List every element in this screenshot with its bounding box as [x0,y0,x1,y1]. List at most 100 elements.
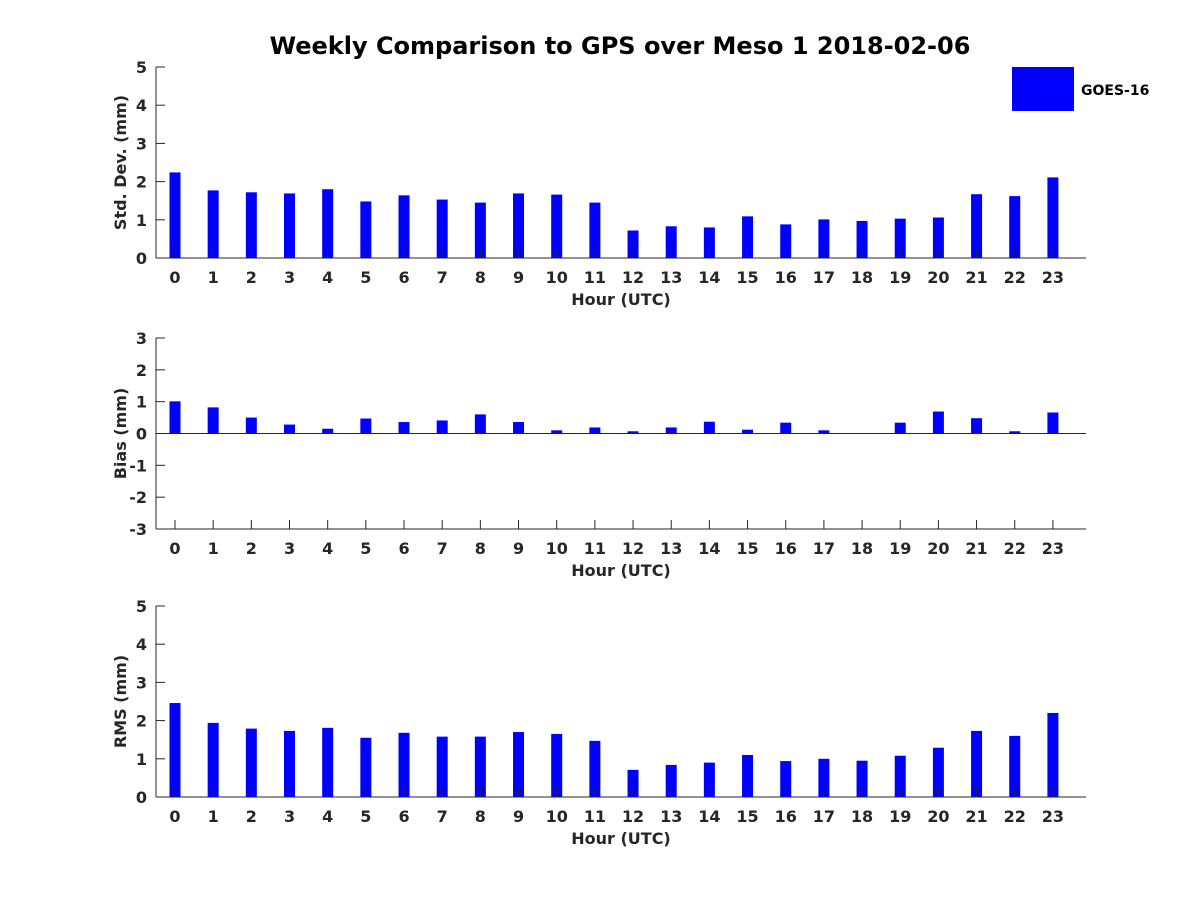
x-tick-label: 14 [698,539,720,558]
x-tick-label: 13 [660,539,682,558]
bar-hour-22 [1009,431,1021,434]
bar-hour-2 [245,728,257,797]
bar-hour-10 [551,194,563,258]
x-tick-label: 11 [584,268,606,287]
x-tick-label: 20 [927,807,949,826]
x-tick-label: 17 [813,268,835,287]
x-tick-label: 17 [813,807,835,826]
x-tick-label: 1 [208,807,219,826]
x-tick-label: 12 [622,268,644,287]
y-tick-label: 1 [136,393,147,412]
x-tick-label: 16 [775,268,797,287]
bar-hour-5 [360,737,372,797]
legend-swatch [1012,67,1074,111]
x-tick-label: 19 [889,539,911,558]
y-tick-label: 2 [136,361,147,380]
x-tick-label: 23 [1042,539,1064,558]
bar-hour-11 [589,740,601,797]
bar-hour-6 [398,422,410,434]
x-tick-label: 2 [246,807,257,826]
bar-hour-15 [742,754,754,797]
bar-hour-20 [932,747,944,797]
bar-hour-19 [894,218,906,258]
x-tick-label: 17 [813,539,835,558]
x-tick-label: 2 [246,539,257,558]
bar-hour-10 [551,430,563,434]
bar-hour-14 [703,421,715,434]
bar-hour-9 [513,732,525,797]
y-axis-label: Bias (mm) [111,388,130,480]
bar-hour-16 [780,761,792,797]
bar-hour-11 [589,202,601,258]
x-tick-label: 16 [775,807,797,826]
bar-hour-13 [665,427,677,434]
bar-hour-9 [513,422,525,434]
bar-hour-2 [245,192,257,258]
x-tick-label: 4 [322,539,333,558]
x-tick-label: 5 [360,268,371,287]
x-tick-label: 2 [246,268,257,287]
y-tick-label: 1 [136,750,147,769]
x-tick-label: 9 [513,268,524,287]
x-tick-label: 5 [360,807,371,826]
bar-hour-1 [207,190,219,258]
bar-hour-21 [971,730,983,797]
x-tick-label: 13 [660,807,682,826]
bar-hour-1 [207,722,219,797]
bar-hour-9 [513,193,525,258]
x-tick-label: 8 [475,539,486,558]
bar-hour-5 [360,418,372,434]
bar-hour-8 [474,736,486,797]
x-tick-label: 0 [169,268,180,287]
bar-hour-20 [932,411,944,434]
bar-hour-15 [742,216,754,258]
y-tick-label: -1 [129,456,147,475]
bar-hour-0 [169,401,181,434]
bar-hour-2 [245,417,257,434]
bar-hour-13 [665,226,677,258]
bar-hour-17 [818,430,830,434]
legend: GOES-16 [1012,67,1149,111]
x-tick-label: 14 [698,268,720,287]
bar-hour-22 [1009,196,1021,258]
y-tick-label: 2 [136,712,147,731]
bar-hour-7 [436,199,448,258]
x-tick-label: 3 [284,539,295,558]
x-tick-label: 14 [698,807,720,826]
x-tick-label: 10 [546,539,568,558]
x-tick-label: 8 [475,807,486,826]
x-tick-label: 23 [1042,807,1064,826]
x-axis-label: Hour (UTC) [571,290,671,309]
bar-hour-13 [665,764,677,797]
bar-hour-20 [932,217,944,258]
y-axis-label: RMS (mm) [111,655,130,748]
x-tick-label: 7 [437,268,448,287]
bar-hour-10 [551,733,563,797]
y-tick-label: 0 [136,788,147,807]
bar-hour-7 [436,420,448,434]
bar-hour-11 [589,427,601,434]
x-tick-label: 10 [546,268,568,287]
chart-title: Weekly Comparison to GPS over Meso 1 201… [270,32,971,60]
x-tick-label: 8 [475,268,486,287]
x-tick-label: 15 [736,539,758,558]
legend-label: GOES-16 [1081,83,1149,99]
x-tick-label: 21 [965,268,987,287]
bar-hour-8 [474,414,486,434]
x-axis-label: Hour (UTC) [571,561,671,580]
bar-hour-19 [894,755,906,797]
bar-hour-15 [742,429,754,434]
x-tick-label: 22 [1004,539,1026,558]
x-tick-label: 18 [851,268,873,287]
bar-hour-23 [1047,712,1059,797]
bar-hour-3 [284,193,296,258]
bar-hour-17 [818,758,830,797]
x-tick-label: 3 [284,268,295,287]
bar-hour-6 [398,732,410,797]
bar-hour-21 [971,194,983,258]
x-tick-label: 19 [889,268,911,287]
